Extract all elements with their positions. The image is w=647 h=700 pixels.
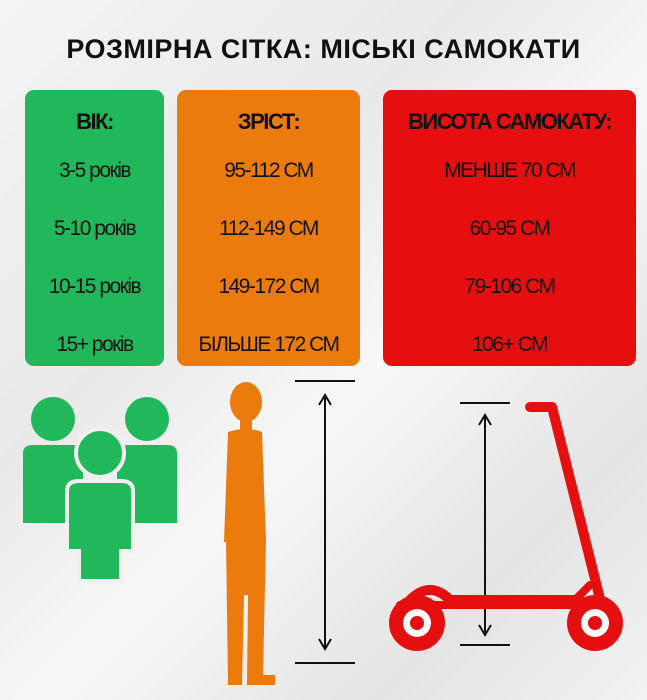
people-group-icon	[23, 397, 177, 583]
age-cell: 10-15 років	[48, 275, 142, 298]
scooter-height-cell: 79-106 СМ	[464, 275, 556, 298]
scooter-height-header: ВИСОТА САМОКАТУ:	[408, 109, 613, 134]
age-column: ВІК: 3-5 років 5-10 років 10-15 років 15…	[25, 90, 164, 366]
height-arrow-icon	[295, 380, 355, 664]
scooter-height-column: ВИСОТА САМОКАТУ: МЕНШЕ 70 СМ 60-95 СМ 79…	[383, 90, 636, 366]
person-silhouette-icon	[224, 382, 275, 685]
height-column: ЗРІСТ: 95-112 СМ 112-149 СМ 149-172 СМ Б…	[177, 90, 360, 366]
age-cell: 5-10 років	[53, 217, 137, 240]
age-cell: 3-5 років	[58, 159, 132, 182]
page-title: РОЗМІРНА СІТКА: МІСЬКІ САМОКАТИ	[66, 34, 581, 64]
scooter-height-cell: 106+ СМ	[471, 333, 549, 356]
height-cell: 149-172 СМ	[218, 275, 320, 298]
age-cell: 15+ років	[56, 333, 134, 356]
height-header: ЗРІСТ:	[237, 109, 301, 134]
scooter-height-cell: 60-95 СМ	[469, 217, 551, 240]
scooter-height-cell: МЕНШЕ 70 СМ	[444, 159, 576, 182]
scooter-icon	[389, 402, 623, 651]
height-cell: 112-149 СМ	[219, 217, 319, 240]
height-cell: БІЛЬШЕ 172 СМ	[198, 333, 340, 356]
height-cell: 95-112 СМ	[224, 159, 314, 182]
age-header: ВІК:	[76, 109, 114, 134]
